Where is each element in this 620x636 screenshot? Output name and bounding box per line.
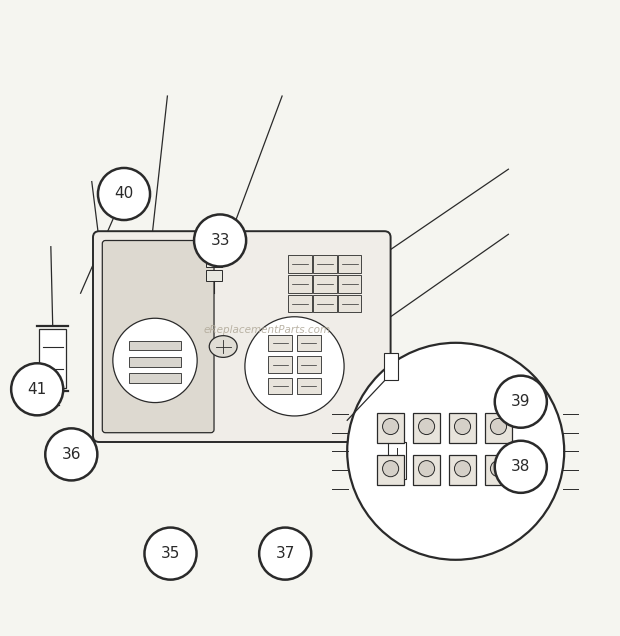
Bar: [377, 413, 404, 443]
Bar: [206, 256, 222, 267]
Bar: [485, 413, 512, 443]
Text: 41: 41: [27, 382, 47, 397]
Text: 33: 33: [210, 233, 230, 248]
Circle shape: [245, 317, 344, 416]
Circle shape: [454, 460, 471, 477]
Text: 35: 35: [161, 546, 180, 561]
Bar: [338, 256, 361, 273]
Bar: [297, 378, 321, 394]
Bar: [449, 413, 476, 443]
Circle shape: [490, 418, 507, 434]
Text: 38: 38: [511, 459, 531, 474]
Circle shape: [144, 527, 197, 579]
Circle shape: [490, 460, 507, 477]
Bar: [288, 275, 312, 293]
Circle shape: [495, 441, 547, 493]
Circle shape: [383, 460, 399, 477]
Circle shape: [98, 168, 150, 220]
Bar: [297, 335, 321, 352]
Bar: [288, 295, 312, 312]
Bar: [39, 329, 66, 388]
Bar: [297, 356, 321, 373]
Circle shape: [194, 214, 246, 266]
Circle shape: [347, 343, 564, 560]
Text: 37: 37: [275, 546, 295, 561]
Circle shape: [259, 527, 311, 579]
Bar: [313, 256, 337, 273]
FancyBboxPatch shape: [93, 232, 391, 442]
Circle shape: [418, 418, 435, 434]
Ellipse shape: [210, 336, 237, 357]
Bar: [377, 455, 404, 485]
Circle shape: [418, 460, 435, 477]
Bar: [485, 455, 512, 485]
Text: 39: 39: [511, 394, 531, 409]
Bar: [268, 356, 292, 373]
Bar: [288, 256, 312, 273]
Circle shape: [495, 376, 547, 428]
Bar: [313, 275, 337, 293]
Bar: [129, 340, 181, 350]
Bar: [388, 442, 406, 479]
Circle shape: [383, 418, 399, 434]
Text: 36: 36: [61, 447, 81, 462]
Text: 40: 40: [114, 186, 134, 202]
Bar: [413, 455, 440, 485]
Bar: [338, 275, 361, 293]
Circle shape: [454, 418, 471, 434]
Bar: [268, 378, 292, 394]
Circle shape: [113, 318, 197, 403]
Bar: [206, 270, 222, 281]
Bar: [449, 455, 476, 485]
Circle shape: [45, 429, 97, 480]
Circle shape: [11, 363, 63, 415]
Bar: [338, 295, 361, 312]
Bar: [129, 373, 181, 383]
Text: eReplacementParts.com: eReplacementParts.com: [203, 326, 330, 335]
Bar: [313, 295, 337, 312]
Bar: [384, 353, 398, 380]
Bar: [268, 335, 292, 352]
Bar: [413, 413, 440, 443]
Bar: [129, 357, 181, 366]
FancyBboxPatch shape: [102, 240, 214, 432]
